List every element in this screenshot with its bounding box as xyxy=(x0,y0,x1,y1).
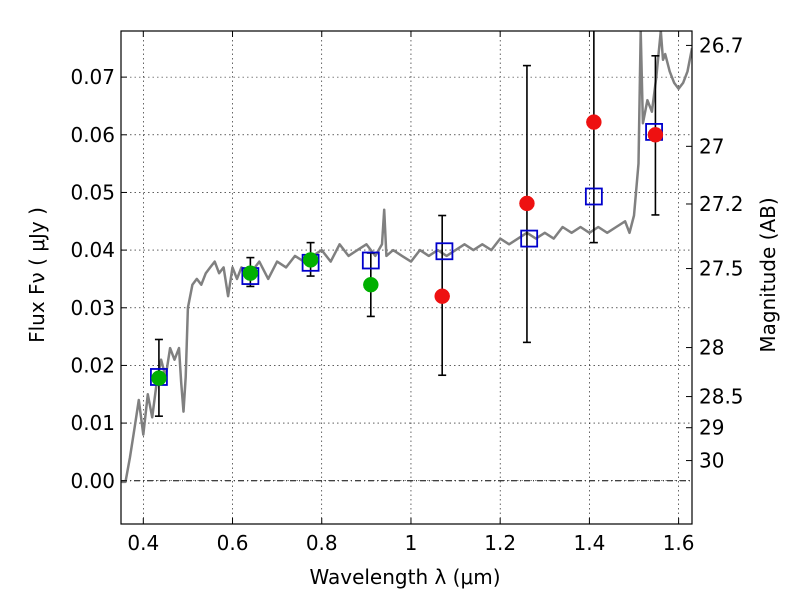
model-square-marker xyxy=(520,229,539,248)
error-bars xyxy=(154,31,660,417)
detection-circle-marker xyxy=(363,276,379,293)
x-tick-label: 0.4 xyxy=(127,531,159,555)
y-tick-label: 0.01 xyxy=(70,411,115,435)
markers xyxy=(150,114,664,386)
y-tick-label: 0.00 xyxy=(70,469,115,493)
sed-template-line xyxy=(121,31,692,484)
right-tick-label: 27.2 xyxy=(699,192,744,216)
grid xyxy=(121,31,692,524)
x-tick-label: 1.4 xyxy=(573,531,605,555)
detection-circle-marker xyxy=(151,370,167,386)
y-axis-label: Flux Fν ( μJy ) xyxy=(25,207,49,343)
ticks: 0.4 0.6 0.8 1 1.2 1.4 1.6 0.00 0.01 0.02 0.03 0.04 0… xyxy=(70,31,744,555)
y-tick-label: 0.05 xyxy=(70,180,115,204)
x-tick-label: 1 xyxy=(405,531,418,555)
detection-circle-marker xyxy=(434,288,450,304)
y-tick-label: 0.06 xyxy=(70,123,115,147)
y-tick-label: 0.02 xyxy=(70,353,115,377)
y-tick-label: 0.07 xyxy=(70,65,115,89)
right-tick-label: 28 xyxy=(699,336,724,360)
model-square-marker xyxy=(584,187,603,206)
detection-circle-marker xyxy=(242,265,259,281)
right-tick-label: 26.7 xyxy=(699,33,744,57)
right-tick-label: 27 xyxy=(699,134,724,158)
y-tick-label: 0.04 xyxy=(70,238,115,262)
detection-circle-marker xyxy=(302,252,319,268)
x-tick-label: 1.2 xyxy=(484,531,516,555)
x-axis-label: Wavelength λ (μm) xyxy=(309,565,500,589)
x-tick-label: 0.6 xyxy=(217,531,249,555)
right-tick-label: 29 xyxy=(699,416,724,440)
plot-frame xyxy=(120,30,693,525)
model-square-marker xyxy=(361,251,380,270)
model-square-marker xyxy=(435,242,454,261)
right-axis-label: Magnitude (AB) xyxy=(756,197,780,352)
x-tick-label: 0.8 xyxy=(306,531,338,555)
right-tick-label: 30 xyxy=(699,449,724,473)
detection-circle-marker xyxy=(519,195,535,212)
right-tick-label: 28.5 xyxy=(699,385,744,409)
detection-circle-marker xyxy=(647,127,664,143)
plot-data xyxy=(121,31,692,484)
detection-circle-marker xyxy=(586,114,602,130)
y-tick-label: 0.03 xyxy=(70,296,115,320)
right-tick-label: 27.5 xyxy=(699,257,744,281)
x-tick-label: 1.6 xyxy=(663,531,695,555)
